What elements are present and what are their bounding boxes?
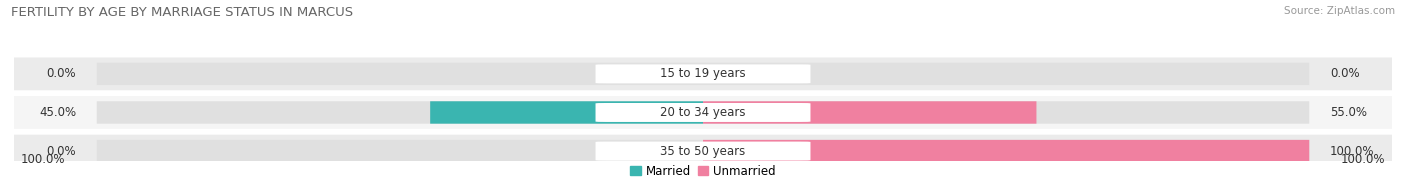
- Legend: Married, Unmarried: Married, Unmarried: [626, 160, 780, 182]
- Text: 100.0%: 100.0%: [1330, 145, 1375, 158]
- FancyBboxPatch shape: [596, 64, 810, 83]
- FancyBboxPatch shape: [0, 135, 1406, 167]
- FancyBboxPatch shape: [97, 63, 1309, 85]
- FancyBboxPatch shape: [0, 57, 1406, 90]
- Text: 55.0%: 55.0%: [1330, 106, 1367, 119]
- FancyBboxPatch shape: [596, 142, 810, 161]
- Text: 100.0%: 100.0%: [1340, 153, 1385, 166]
- FancyBboxPatch shape: [97, 140, 1309, 162]
- Text: Source: ZipAtlas.com: Source: ZipAtlas.com: [1284, 6, 1395, 16]
- Text: 45.0%: 45.0%: [39, 106, 76, 119]
- Text: 15 to 19 years: 15 to 19 years: [661, 67, 745, 80]
- Text: FERTILITY BY AGE BY MARRIAGE STATUS IN MARCUS: FERTILITY BY AGE BY MARRIAGE STATUS IN M…: [11, 6, 353, 19]
- Text: 20 to 34 years: 20 to 34 years: [661, 106, 745, 119]
- Text: 0.0%: 0.0%: [46, 145, 76, 158]
- FancyBboxPatch shape: [703, 140, 1309, 162]
- FancyBboxPatch shape: [430, 101, 703, 124]
- Text: 0.0%: 0.0%: [1330, 67, 1360, 80]
- FancyBboxPatch shape: [97, 101, 1309, 124]
- FancyBboxPatch shape: [703, 101, 1036, 124]
- FancyBboxPatch shape: [0, 96, 1406, 129]
- Text: 35 to 50 years: 35 to 50 years: [661, 145, 745, 158]
- FancyBboxPatch shape: [596, 103, 810, 122]
- Text: 0.0%: 0.0%: [46, 67, 76, 80]
- Text: 100.0%: 100.0%: [21, 153, 66, 166]
